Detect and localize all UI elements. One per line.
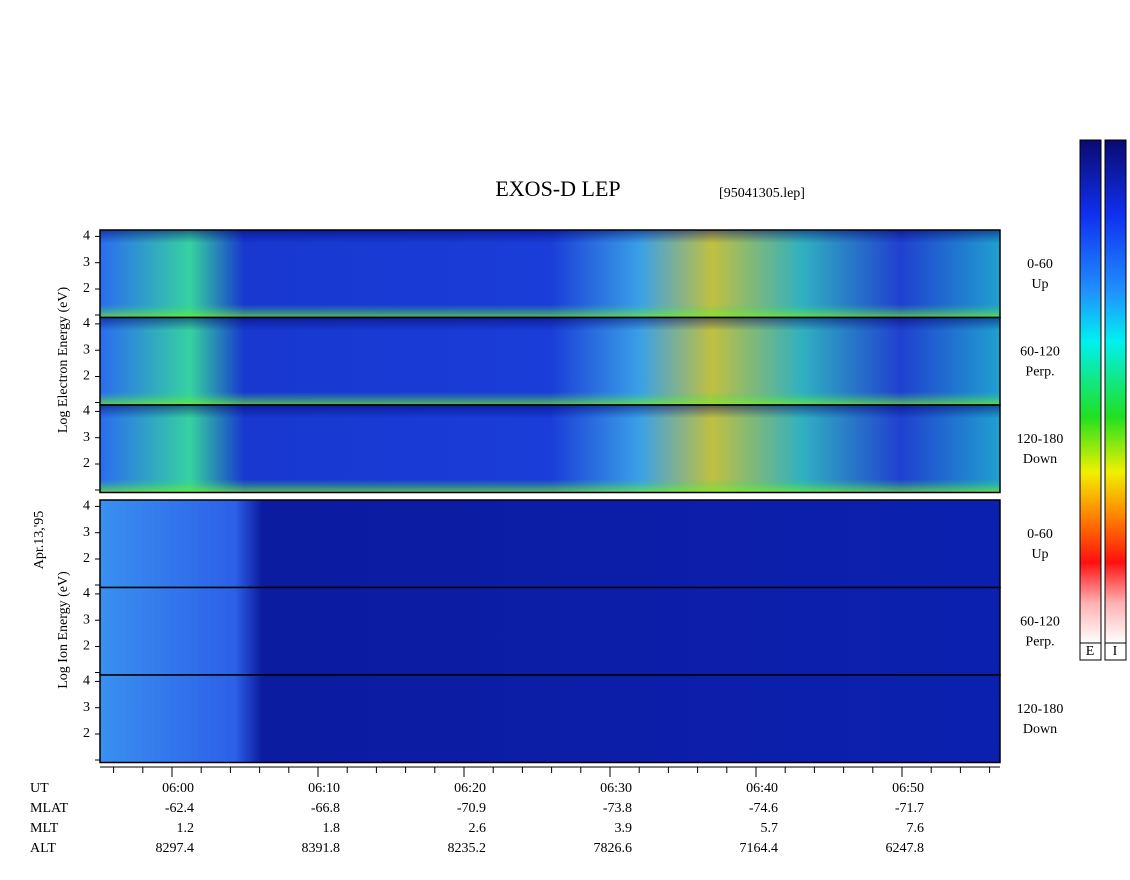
row-value: 1.8 (323, 821, 341, 836)
y-tick-label: 4 (83, 316, 90, 331)
colorbar-label: E (1086, 644, 1095, 659)
ion-axis-label: Log Ion Energy (eV) (56, 571, 71, 689)
row-label: ALT (30, 841, 56, 856)
row-label: UT (30, 781, 49, 796)
y-tick-label: 4 (83, 404, 90, 419)
y-tick-label: 3 (83, 255, 90, 270)
title: EXOS-D LEP (495, 176, 620, 201)
y-tick-label: 4 (83, 499, 90, 514)
spectrogram (100, 675, 1000, 763)
colorbar-box (1104, 642, 1127, 661)
row-value: 5.7 (761, 821, 779, 836)
row-value: 7.6 (907, 821, 925, 836)
row-value: 06:50 (892, 781, 924, 796)
row-value: 06:20 (454, 781, 486, 796)
panel-direction: Down (1023, 722, 1057, 737)
row-value: 6247.8 (886, 841, 925, 856)
row-value: 06:40 (746, 781, 778, 796)
panel-direction: Up (1031, 547, 1048, 562)
y-tick-label: 4 (83, 674, 90, 689)
y-tick-label: 3 (83, 430, 90, 445)
row-value: 3.9 (615, 821, 633, 836)
colorbar (1079, 139, 1102, 644)
row-value: 8391.8 (302, 841, 341, 856)
electron-axis-label: Log Electron Energy (eV) (56, 287, 71, 434)
spectrogram-shade (100, 230, 1000, 318)
row-value: 06:00 (162, 781, 194, 796)
panel-angle: 120-180 (1017, 702, 1064, 717)
y-tick-label: 3 (83, 700, 90, 715)
panel-frame (99, 404, 1001, 494)
y-tick-label: 2 (83, 369, 90, 384)
file-name: [95041305.lep] (719, 186, 805, 201)
panel-direction: Down (1023, 452, 1057, 467)
y-tick-label: 3 (83, 612, 90, 627)
spectrogram-shade (100, 317, 1000, 405)
y-tick-label: 2 (83, 639, 90, 654)
colorbar (1104, 139, 1127, 644)
row-value: -74.6 (749, 801, 778, 816)
panel-direction: Perp. (1025, 635, 1054, 650)
row-value: -71.7 (895, 801, 924, 816)
panel-angle: 0-60 (1027, 257, 1053, 272)
colorbar-box (1079, 642, 1102, 661)
plot: 2 3 4 0-60 Up 2 3 4 60-120 Perp. 2 3 4 120-180 Down 2 3 4… (30, 229, 1063, 857)
row-value: 06:30 (600, 781, 632, 796)
row-label: MLAT (30, 801, 69, 816)
y-tick-label: 4 (83, 229, 90, 244)
row-value: -62.4 (165, 801, 194, 816)
row-value: -70.9 (457, 801, 486, 816)
row-value: 8235.2 (448, 841, 487, 856)
panel-direction: Up (1031, 277, 1048, 292)
row-value: 7826.6 (594, 841, 633, 856)
y-tick-label: 2 (83, 551, 90, 566)
panel-frame (99, 674, 1001, 764)
y-tick-label: 3 (83, 525, 90, 540)
y-tick-label: 4 (83, 586, 90, 601)
y-tick-label: 3 (83, 342, 90, 357)
row-value: -73.8 (603, 801, 632, 816)
y-tick-label: 2 (83, 726, 90, 741)
panel-angle: 60-120 (1020, 345, 1060, 360)
row-value: 2.6 (469, 821, 487, 836)
row-value: 06:10 (308, 781, 340, 796)
row-value: 7164.4 (740, 841, 779, 856)
spectrogram (100, 587, 1000, 675)
row-label: MLT (30, 821, 59, 836)
panel-angle: 0-60 (1027, 527, 1053, 542)
y-tick-label: 2 (83, 456, 90, 471)
row-value: 8297.4 (156, 841, 195, 856)
panel-angle: 60-120 (1020, 615, 1060, 630)
spectrogram (100, 500, 1000, 588)
spectrogram-shade (100, 405, 1000, 493)
panel-direction: Perp. (1025, 365, 1054, 380)
row-value: -66.8 (311, 801, 340, 816)
row-value: 1.2 (177, 821, 195, 836)
date: Apr.13,'95 (32, 511, 47, 570)
panel-angle: 120-180 (1017, 432, 1064, 447)
colorbar-label: I (1113, 644, 1118, 659)
y-tick-label: 2 (83, 281, 90, 296)
